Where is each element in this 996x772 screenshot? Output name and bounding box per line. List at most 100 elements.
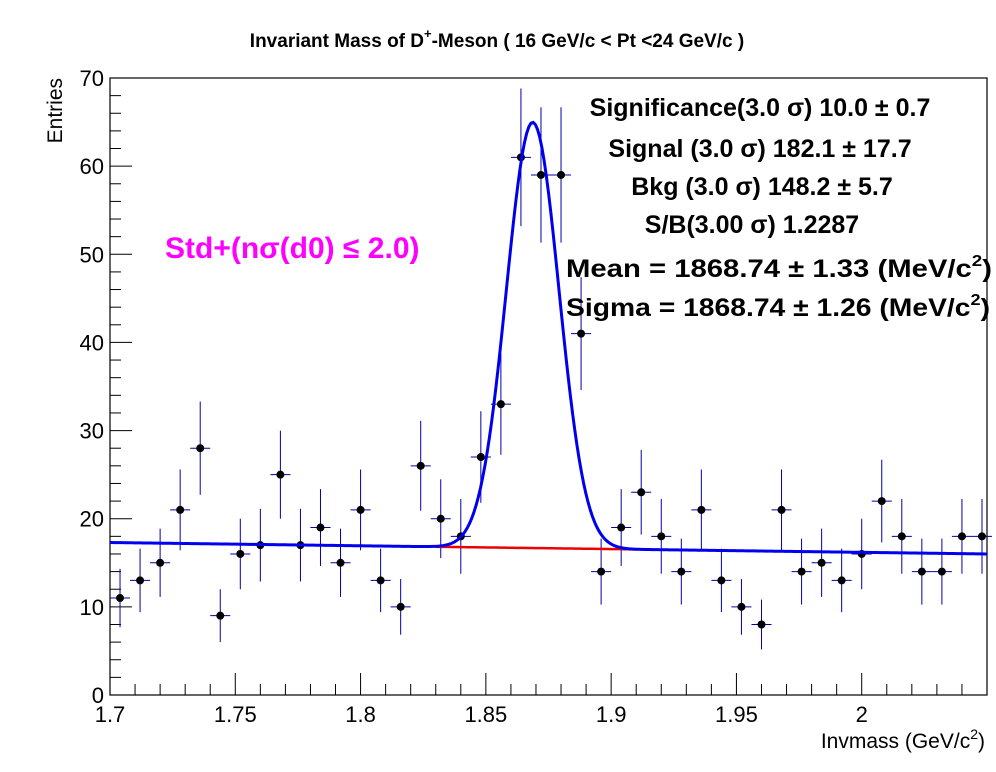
stat-sigma-main: Sigma = 1868.74 ± 1.26 (MeV/c [566,294,971,322]
data-point [350,469,371,551]
data-marker [577,329,586,338]
y-tick-label: 50 [80,242,104,267]
data-marker [777,505,786,514]
data-marker [236,549,245,558]
data-point [150,528,171,597]
x-axis: 1.7 1.75 1.8 1.85 1.9 1.95 2 [95,673,988,727]
data-point [871,459,892,543]
stat-mean: Mean = 1868.74 ± 1.33 (MeV/c 2) [566,253,992,283]
stat-signal: Signal (3.0 σ) 182.1 ± 17.7 [608,135,911,163]
background-fit-curve [435,545,637,551]
data-point [791,538,812,605]
x-axis-title: Invmass (GeV/c2) [821,726,985,753]
data-point [310,489,331,566]
data-marker [436,514,445,523]
data-marker [597,567,606,576]
stat-mean-close: ) [982,255,992,283]
data-marker [376,576,385,585]
y-tick-label: 40 [80,330,104,355]
stat-significance: Significance(3.0 σ) 10.0 ± 0.7 [590,94,931,122]
data-marker [617,523,626,532]
data-marker [356,505,365,514]
x-tick-label: 1.9 [596,702,627,727]
data-marker [757,620,766,629]
total-fit-curve [109,120,988,556]
data-marker [977,532,986,541]
x-tick-label: 1.7 [95,702,126,727]
data-marker [717,576,726,585]
data-point [651,498,672,574]
data-marker [737,602,746,611]
data-point [711,548,732,613]
data-point [370,548,391,613]
data-marker [216,611,225,620]
data-point [110,568,131,628]
data-point [851,518,872,590]
data-marker [396,602,405,611]
stat-mean-sup: 2 [972,253,983,270]
stat-sigma-sup: 2 [971,292,981,309]
data-point [330,528,351,597]
x-tick-label: 1.95 [715,702,758,727]
data-marker [657,532,666,541]
data-marker [136,576,145,585]
data-point [530,107,552,243]
data-point [951,498,972,574]
data-point [390,578,411,635]
data-marker [637,488,646,497]
data-marker [116,594,125,603]
data-marker [156,558,165,567]
x-tick-label: 1.8 [345,702,376,727]
x-tick-label: 1.85 [464,702,507,727]
data-point [270,430,291,519]
data-marker [196,444,205,453]
data-point [891,498,912,574]
plot-frame [109,77,988,696]
data-marker [557,170,566,179]
data-marker [697,505,706,514]
data-marker [476,453,485,462]
data-point [551,107,572,243]
data-marker [336,558,345,567]
data-marker [416,461,425,470]
data-point [911,538,932,605]
data-marker [536,170,545,179]
data-marker [276,470,285,479]
data-marker [917,567,926,576]
data-point [831,548,852,613]
y-tick-label: 30 [80,419,104,444]
x-axis-title-close: ) [978,730,985,753]
data-marker [316,523,325,532]
data-point [210,589,231,643]
data-point [410,420,431,511]
x-axis-title-sup: 2 [970,726,978,742]
data-marker [957,532,966,541]
data-point [631,449,652,535]
stat-s-over-b: S/B(3.00 σ) 1.2287 [645,211,859,239]
y-tick-label: 70 [80,66,104,91]
data-point [190,401,211,495]
data-point [230,518,251,590]
data-marker [677,567,686,576]
stat-sigma-close: ) [981,294,990,322]
data-point [931,538,952,605]
data-point [771,469,792,551]
data-point [170,469,191,551]
stat-mean-main: Mean = 1868.74 ± 1.33 (MeV/c [566,255,972,283]
y-tick-label: 20 [80,507,104,532]
stat-sigma: Sigma = 1868.74 ± 1.26 (MeV/c 2) [566,292,990,322]
data-point [691,469,712,551]
data-point [611,489,632,566]
data-marker [797,567,806,576]
y-tick-label: 10 [80,595,104,620]
data-marker [176,505,185,514]
chart-title-sup: + [424,26,432,41]
stat-background: Bkg (3.0 σ) 148.2 ± 5.7 [631,173,893,201]
data-point [130,548,151,613]
chart-title-main: Invariant Mass of D [250,31,424,52]
data-point [811,528,832,597]
data-marker [877,497,886,506]
data-marker [897,532,906,541]
y-tick-label: 60 [80,154,104,179]
